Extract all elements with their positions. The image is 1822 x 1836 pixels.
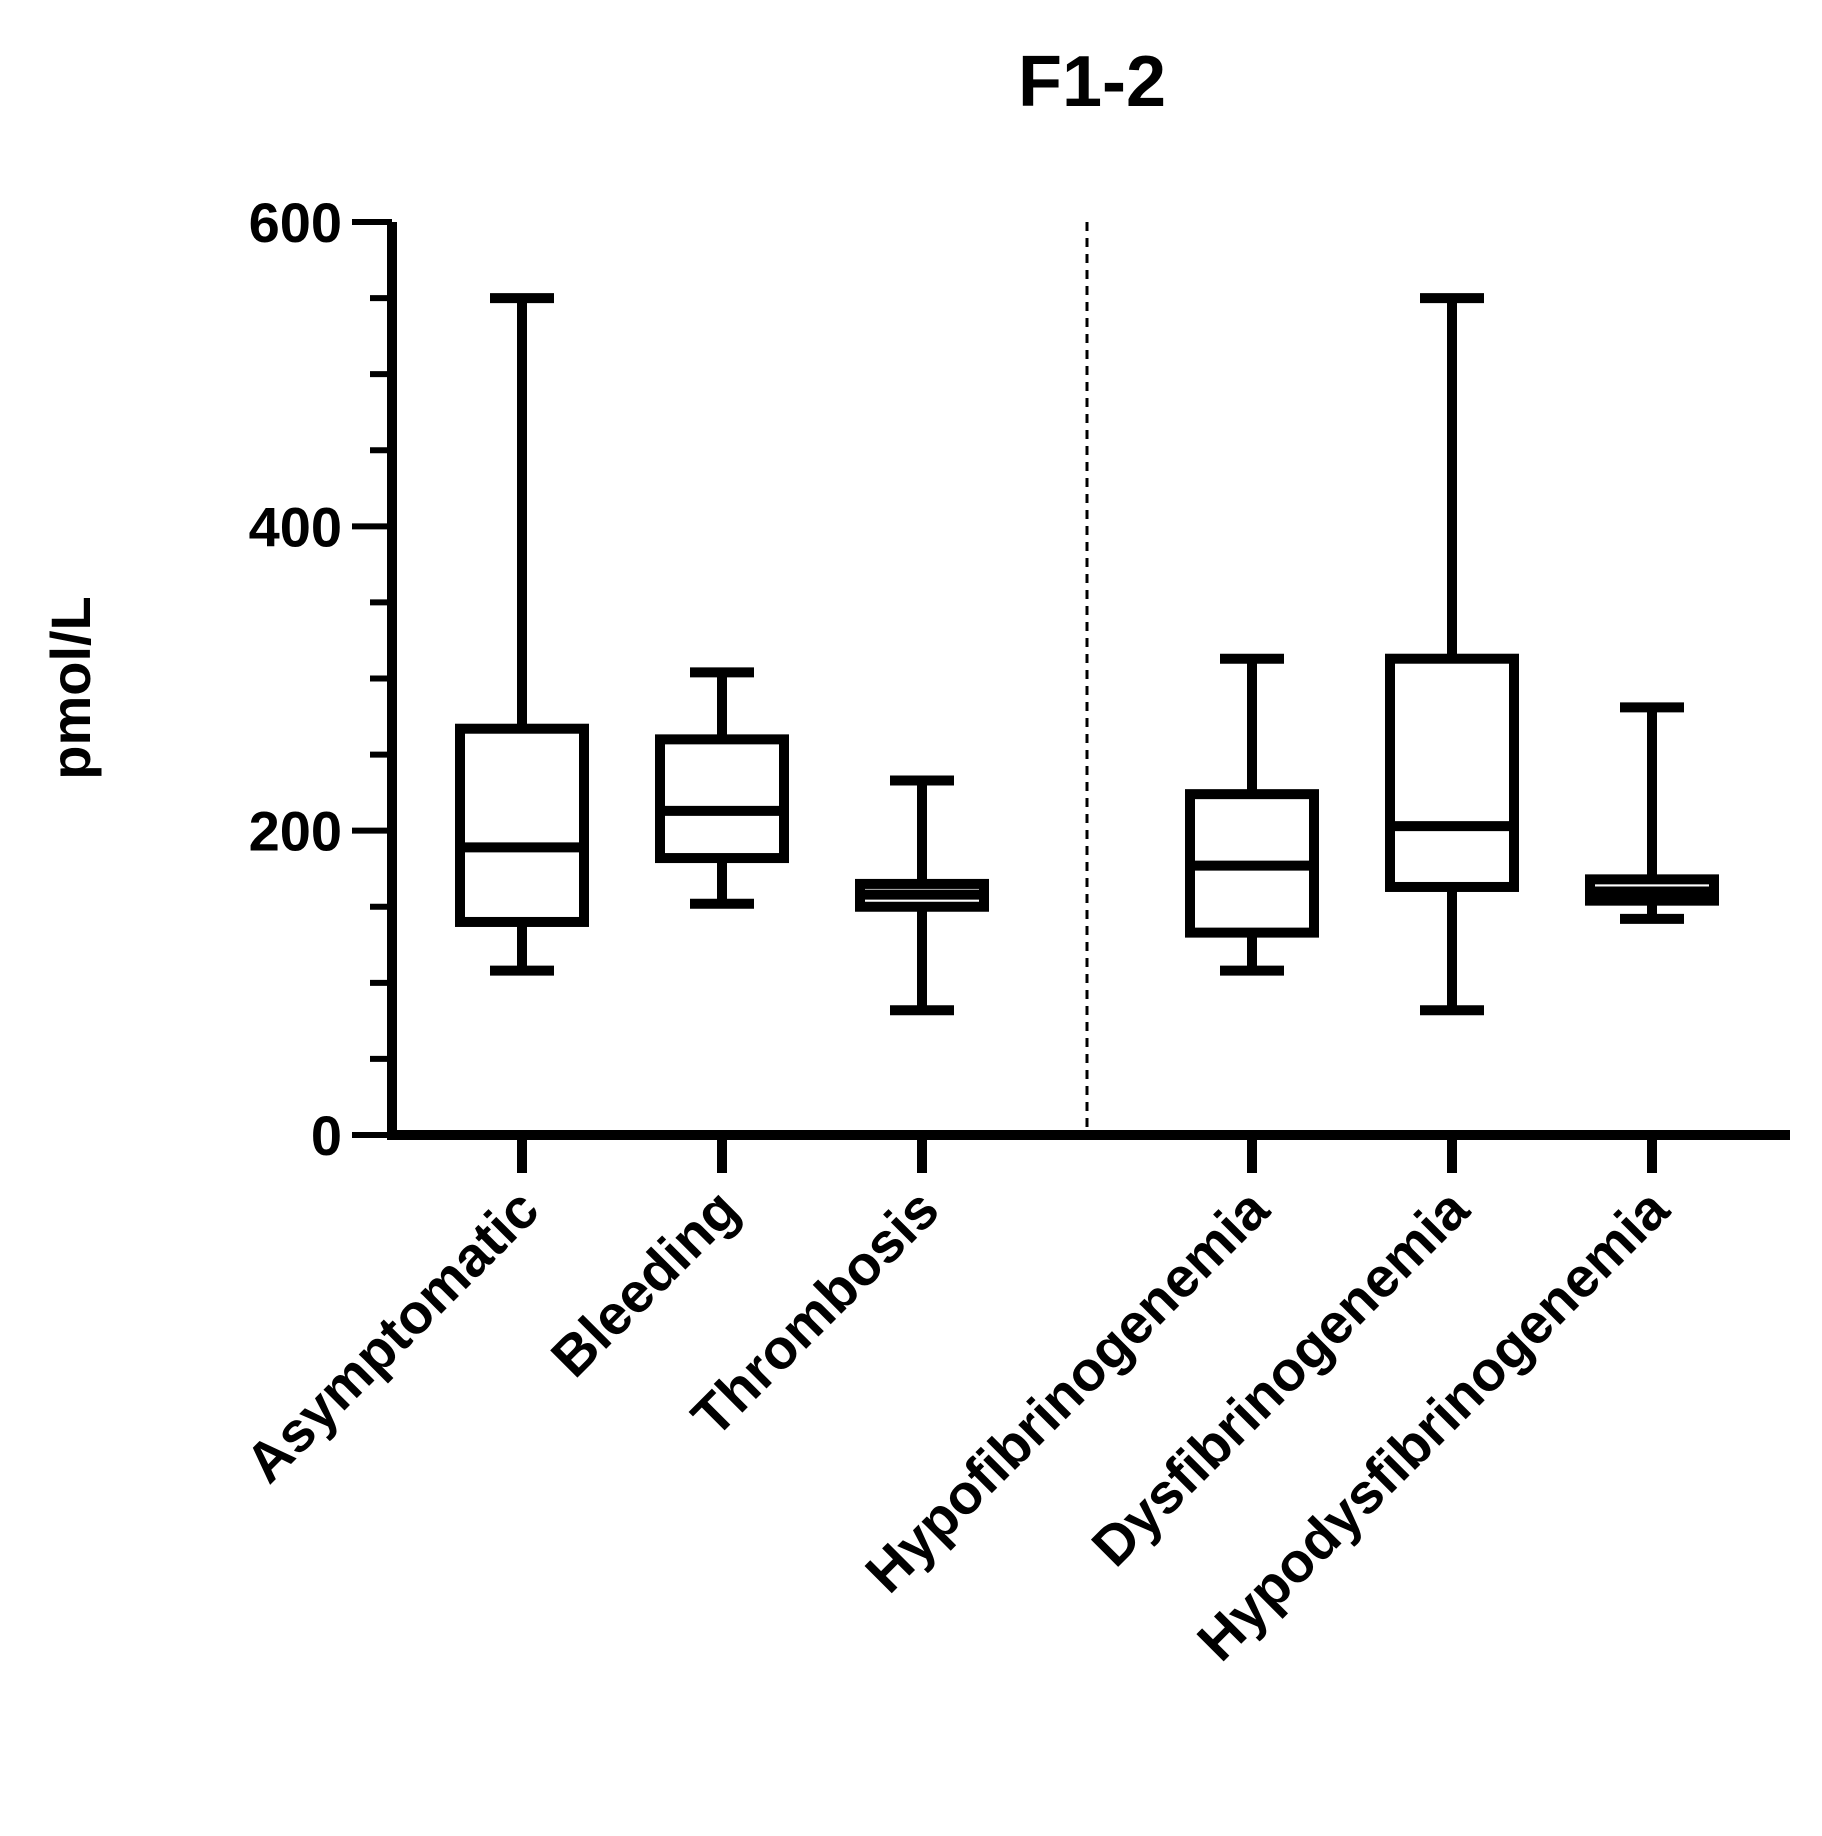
- box-iqr: [455, 723, 589, 927]
- y-axis-label: pmol/L: [39, 596, 102, 780]
- box-group: [1185, 653, 1319, 976]
- boxes: [455, 293, 1719, 1016]
- y-ticks: 0 200 400 600: [249, 191, 392, 1167]
- box-iqr: [1385, 653, 1519, 892]
- box-group: [455, 293, 589, 976]
- box-iqr: [655, 734, 789, 864]
- y-tick-label: 0: [311, 1104, 342, 1167]
- box-group: [855, 775, 989, 1016]
- x-tick-label: Bleeding: [539, 1177, 751, 1389]
- y-tick-label: 200: [249, 800, 342, 863]
- x-tick-label: Asymptomatic: [233, 1177, 550, 1494]
- axes: [387, 222, 1790, 1140]
- box-group: [1385, 293, 1519, 1016]
- y-tick-label: 600: [249, 191, 342, 254]
- y-tick-label: 400: [249, 495, 342, 558]
- x-tick-label: Dysfibrinogenemia: [1079, 1176, 1481, 1578]
- chart-title: F1-2: [1018, 42, 1166, 122]
- x-ticks: AsymptomaticBleedingThrombosisHypofibrin…: [233, 1135, 1681, 1673]
- box-group: [655, 667, 789, 909]
- box-group: [1585, 702, 1719, 924]
